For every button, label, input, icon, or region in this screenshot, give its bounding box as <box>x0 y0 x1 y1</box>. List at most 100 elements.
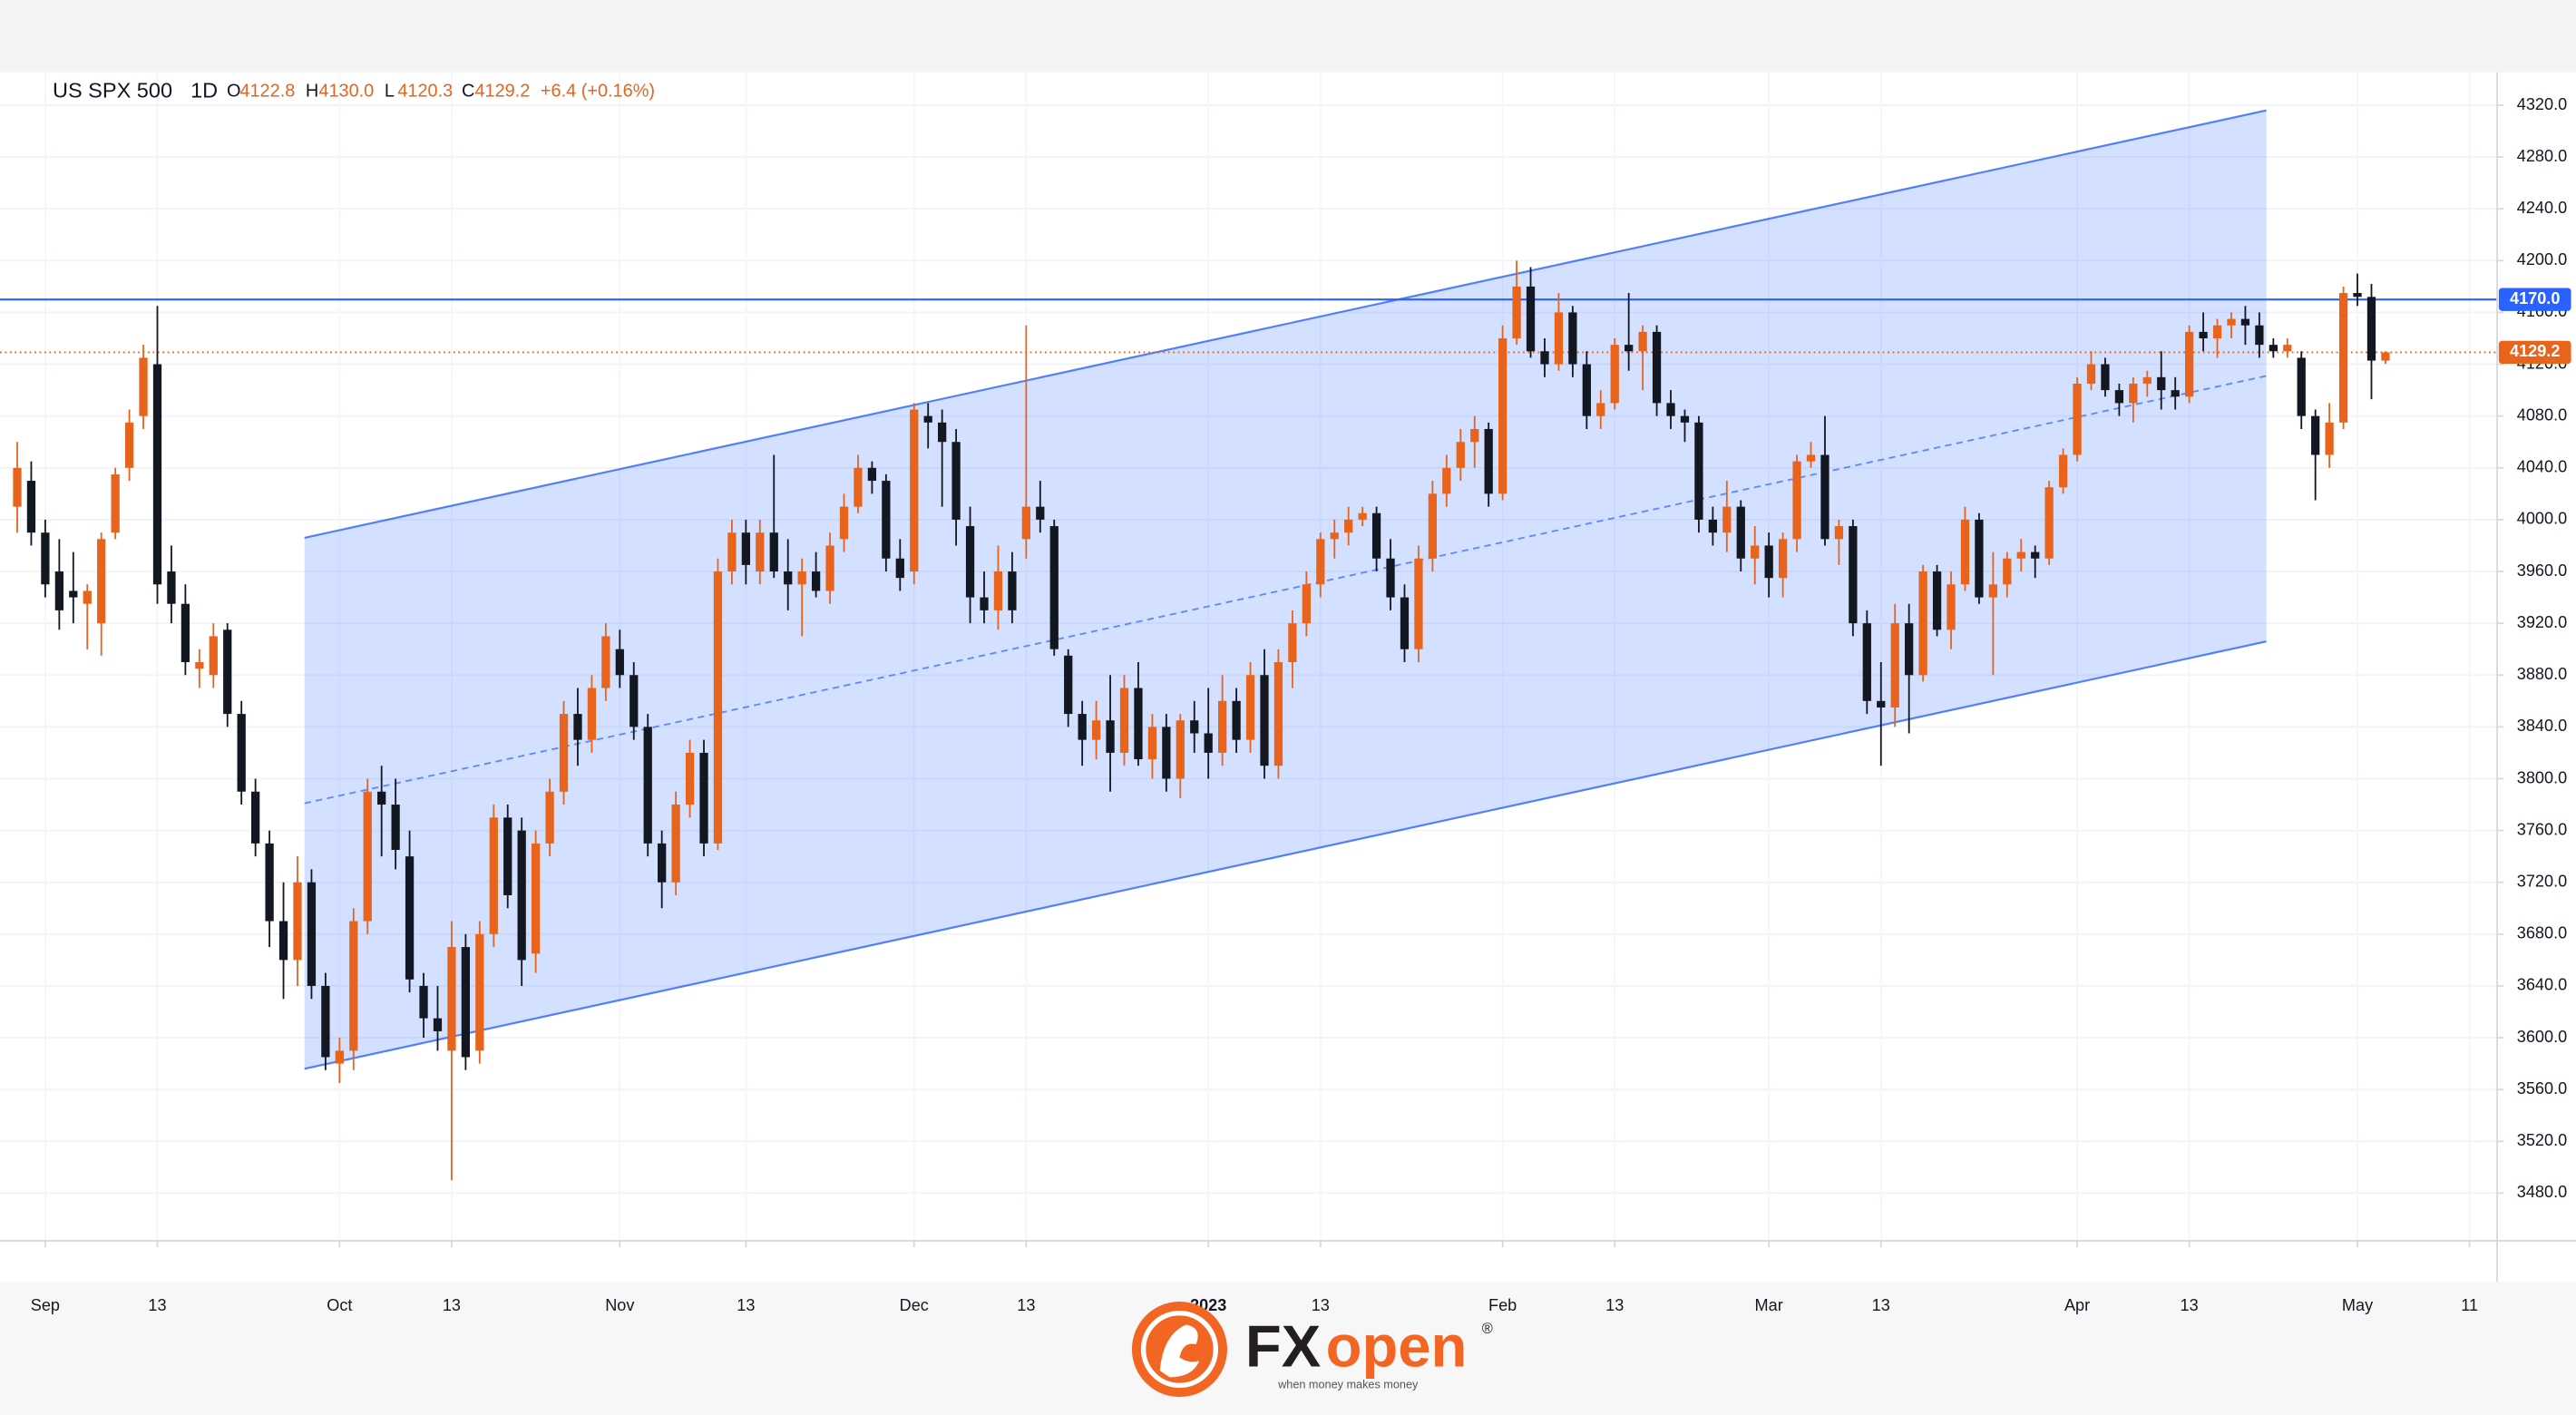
drawing-layer <box>0 109 2498 1070</box>
candle-body <box>1751 545 1760 559</box>
candle-body <box>1834 526 1844 540</box>
candle-body <box>1008 571 1017 610</box>
y-tick-label: 3920.0 <box>2517 613 2567 631</box>
candle-body <box>83 590 92 604</box>
x-tick-label: Dec <box>900 1296 929 1314</box>
candle-body <box>713 571 723 844</box>
channel-middle <box>304 375 2267 805</box>
ohlc-value: 4122.8 <box>239 82 295 102</box>
channel-lower <box>304 640 2267 1070</box>
candle-body <box>377 791 386 805</box>
candle-body <box>2269 345 2278 352</box>
candle-body <box>2338 293 2348 423</box>
chart-background <box>0 72 2576 1283</box>
candle-body <box>1245 675 1255 740</box>
candle-body <box>1428 493 1438 559</box>
candle-body <box>1176 720 1185 779</box>
candle-body <box>293 882 302 961</box>
candle-body <box>1036 506 1045 520</box>
candle-body <box>1820 454 1830 540</box>
candle-body <box>349 921 358 1051</box>
candle-body <box>643 727 652 844</box>
candle-body <box>335 1050 344 1064</box>
candle-body <box>1442 467 1451 494</box>
candle-body <box>601 636 610 688</box>
candle-body <box>1470 428 1479 443</box>
logo: FX open ® when money makes money <box>1131 1301 1493 1398</box>
candle-body <box>223 629 232 715</box>
candle-body <box>1862 623 1871 701</box>
candle-body <box>1021 506 1030 540</box>
candle-body <box>2086 364 2096 384</box>
candle-body <box>2283 345 2292 352</box>
y-tick-label: 3600.0 <box>2517 1028 2567 1046</box>
y-tick-label: 3680.0 <box>2517 924 2567 942</box>
candle-body <box>1371 512 1381 559</box>
candle-body <box>2227 318 2236 326</box>
x-tick-label: Feb <box>1488 1296 1517 1314</box>
candle-body <box>69 590 78 598</box>
candle-body <box>1694 422 1703 520</box>
candle-body <box>685 752 695 805</box>
candle-body <box>882 481 891 559</box>
x-tick-label: 13 <box>737 1296 755 1314</box>
candle-body <box>433 1018 443 1031</box>
x-tick-label: 13 <box>1872 1296 1890 1314</box>
candle-body <box>2171 390 2180 397</box>
candle-body <box>2073 383 2082 455</box>
candle-body <box>1625 345 1634 352</box>
candle-body <box>811 571 821 591</box>
candle-body <box>629 675 639 727</box>
candle-body <box>2325 422 2334 455</box>
candle-body <box>573 714 582 740</box>
x-tick-label: 13 <box>1017 1296 1035 1314</box>
candle-body <box>1610 345 1619 404</box>
candle-body <box>2212 325 2222 339</box>
candle-body <box>2199 331 2208 339</box>
candle-body <box>1273 661 1283 766</box>
x-tick-label: May <box>2342 1296 2374 1314</box>
candle-body <box>461 947 471 1058</box>
x-tick-label: Sep <box>31 1296 60 1314</box>
x-tick-label: 11 <box>2461 1296 2478 1314</box>
candle-body <box>1386 558 1395 598</box>
channel-upper <box>304 109 2267 539</box>
candle-body <box>1736 506 1745 559</box>
candle-body <box>1638 331 1647 352</box>
candle-body <box>321 985 330 1058</box>
y-tick-label: 3560.0 <box>2517 1079 2567 1098</box>
candle-body <box>1078 714 1087 740</box>
candle-body <box>41 532 50 585</box>
candle-body <box>1947 584 1956 630</box>
candle-body <box>1708 519 1717 533</box>
x-tick-label: 13 <box>1605 1296 1624 1314</box>
candle-body <box>1049 526 1059 649</box>
candle-body <box>278 921 288 961</box>
candle-body <box>1960 519 1970 585</box>
logo-icon-dragon <box>1159 1324 1200 1378</box>
candle-body <box>251 791 260 844</box>
candle-body <box>1400 597 1410 649</box>
candle-body <box>2003 558 2012 585</box>
candle-body <box>965 526 975 598</box>
logo-tagline: when money makes money <box>1277 1379 1419 1391</box>
candle-body <box>391 805 400 851</box>
candle-body <box>587 688 597 740</box>
change: +6.4 (+0.16%) <box>541 82 655 102</box>
x-tick-label: Apr <box>2064 1296 2090 1314</box>
candle-body <box>1806 454 1816 462</box>
candle-body <box>1512 286 1521 339</box>
candle-body <box>2185 331 2194 397</box>
candle-body <box>1778 539 1788 579</box>
candle-body <box>1316 539 1325 585</box>
candle-body <box>265 843 274 922</box>
candle-body <box>1582 364 1591 416</box>
candle-body <box>839 506 849 540</box>
candle-body <box>475 933 484 1051</box>
candle-body <box>1119 688 1129 753</box>
candle-body <box>1498 338 1508 494</box>
y-tick-label: 3840.0 <box>2517 717 2567 735</box>
candle-body <box>2381 352 2390 361</box>
candle-body <box>1091 720 1101 740</box>
